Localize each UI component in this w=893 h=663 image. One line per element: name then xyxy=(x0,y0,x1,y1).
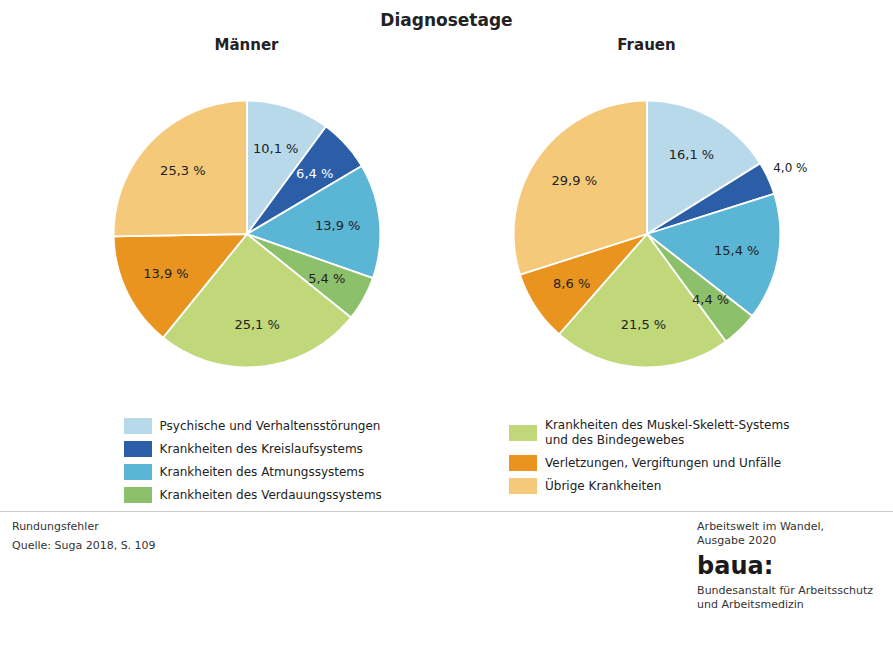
html-text:Krankheiten des Atmungssystems: Krankheiten des Atmungssystems xyxy=(159,464,365,479)
html-text:Bundesanstalt für Arbeitsschut: Bundesanstalt für Arbeitsschutz und Arbe… xyxy=(697,583,873,612)
svg-text:15,4 %: 15,4 % xyxy=(714,243,759,258)
svg-text:16,1 %: 16,1 % xyxy=(668,147,713,162)
svg-text:25,3 %: 25,3 % xyxy=(160,163,205,178)
html-text:Rundungsfehler: Rundungsfehler xyxy=(12,520,99,533)
svg-text:21,5 %: 21,5 % xyxy=(620,317,665,332)
svg-text:8,6 %: 8,6 % xyxy=(553,276,590,291)
html-text:Krankheiten des Kreislaufsyste: Krankheiten des Kreislaufsystems xyxy=(159,441,363,456)
svg-text:13,9 %: 13,9 % xyxy=(143,266,188,281)
html-text:Krankheiten des Muskel-Skelett: Krankheiten des Muskel-Skelett-Systems u… xyxy=(545,418,790,447)
html-text:Quelle: Suga 2018, S. 109: Quelle: Suga 2018, S. 109 xyxy=(12,539,156,552)
html-text:Diagnosetage: Diagnosetage xyxy=(380,10,513,30)
svg-text:6,4 %: 6,4 % xyxy=(296,166,333,181)
html-text:Übrige Krankheiten: Übrige Krankheiten xyxy=(545,478,662,493)
html-text:Frauen: Frauen xyxy=(617,36,676,54)
svg-text:5,4 %: 5,4 % xyxy=(308,271,345,286)
html-text:Psychische und Verhaltensstöru: Psychische und Verhaltensstörungen xyxy=(159,418,381,433)
svg-text:25,1 %: 25,1 % xyxy=(234,317,279,332)
html-text:baua:: baua: xyxy=(697,551,774,580)
svg-text:29,9 %: 29,9 % xyxy=(551,173,596,188)
html-text:Männer: Männer xyxy=(214,36,279,54)
svg-text:13,9 %: 13,9 % xyxy=(315,218,360,233)
svg-text:4,4 %: 4,4 % xyxy=(692,292,729,307)
html-text:Krankheiten des Verdauungssyst: Krankheiten des Verdauungssystems xyxy=(159,487,382,502)
svg-text:10,1 %: 10,1 % xyxy=(253,141,298,156)
svg-text:4,0 %: 4,0 % xyxy=(773,161,807,175)
html-text:Arbeitswelt im Wandel, Ausgabe: Arbeitswelt im Wandel, Ausgabe 2020 xyxy=(697,520,825,548)
html-text:Verletzungen, Vergiftungen und: Verletzungen, Vergiftungen und Unfälle xyxy=(545,455,782,470)
